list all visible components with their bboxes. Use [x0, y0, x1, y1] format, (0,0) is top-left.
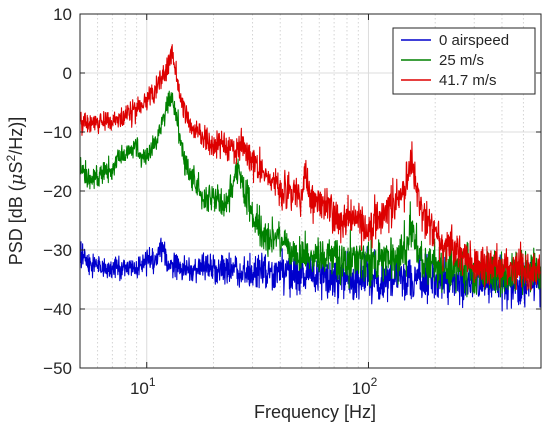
y-axis-label: PSD [dB (μS2/Hz)]	[4, 117, 27, 265]
tick-labels: 10 0 −10 −20 −30 −40 −50 101 102	[43, 5, 377, 398]
x-axis-label: Frequency [Hz]	[254, 402, 376, 422]
y-axis-label-exp: 2	[4, 154, 18, 161]
y-axis-label-suffix: /Hz)]	[6, 117, 26, 155]
legend: 0 airspeed 25 m/s 41.7 m/s	[392, 27, 536, 95]
y-axis-label-unit: S	[6, 161, 26, 173]
legend-label-1: 25 m/s	[439, 52, 484, 69]
y-tick-label: −30	[43, 241, 72, 260]
legend-label-2: 41.7 m/s	[439, 72, 497, 89]
series-line-1	[80, 90, 541, 298]
y-tick-label: −10	[43, 123, 72, 142]
y-axis-label-mu: μ	[6, 173, 27, 185]
y-tick-label: −50	[43, 359, 72, 378]
y-tick-label: −20	[43, 182, 72, 201]
y-tick-label: 10	[53, 5, 72, 24]
series-line-2	[80, 44, 541, 291]
y-axis-label-prefix: PSD [dB (	[6, 185, 26, 265]
x-tick-label: 102	[352, 375, 378, 398]
y-tick-label: −40	[43, 300, 72, 319]
y-tick-label: 0	[63, 64, 72, 83]
legend-label-0: 0 airspeed	[439, 32, 509, 49]
legend-box	[392, 27, 536, 95]
x-tick-label: 101	[130, 375, 156, 398]
axes	[79, 13, 542, 369]
series-layer	[80, 44, 541, 312]
